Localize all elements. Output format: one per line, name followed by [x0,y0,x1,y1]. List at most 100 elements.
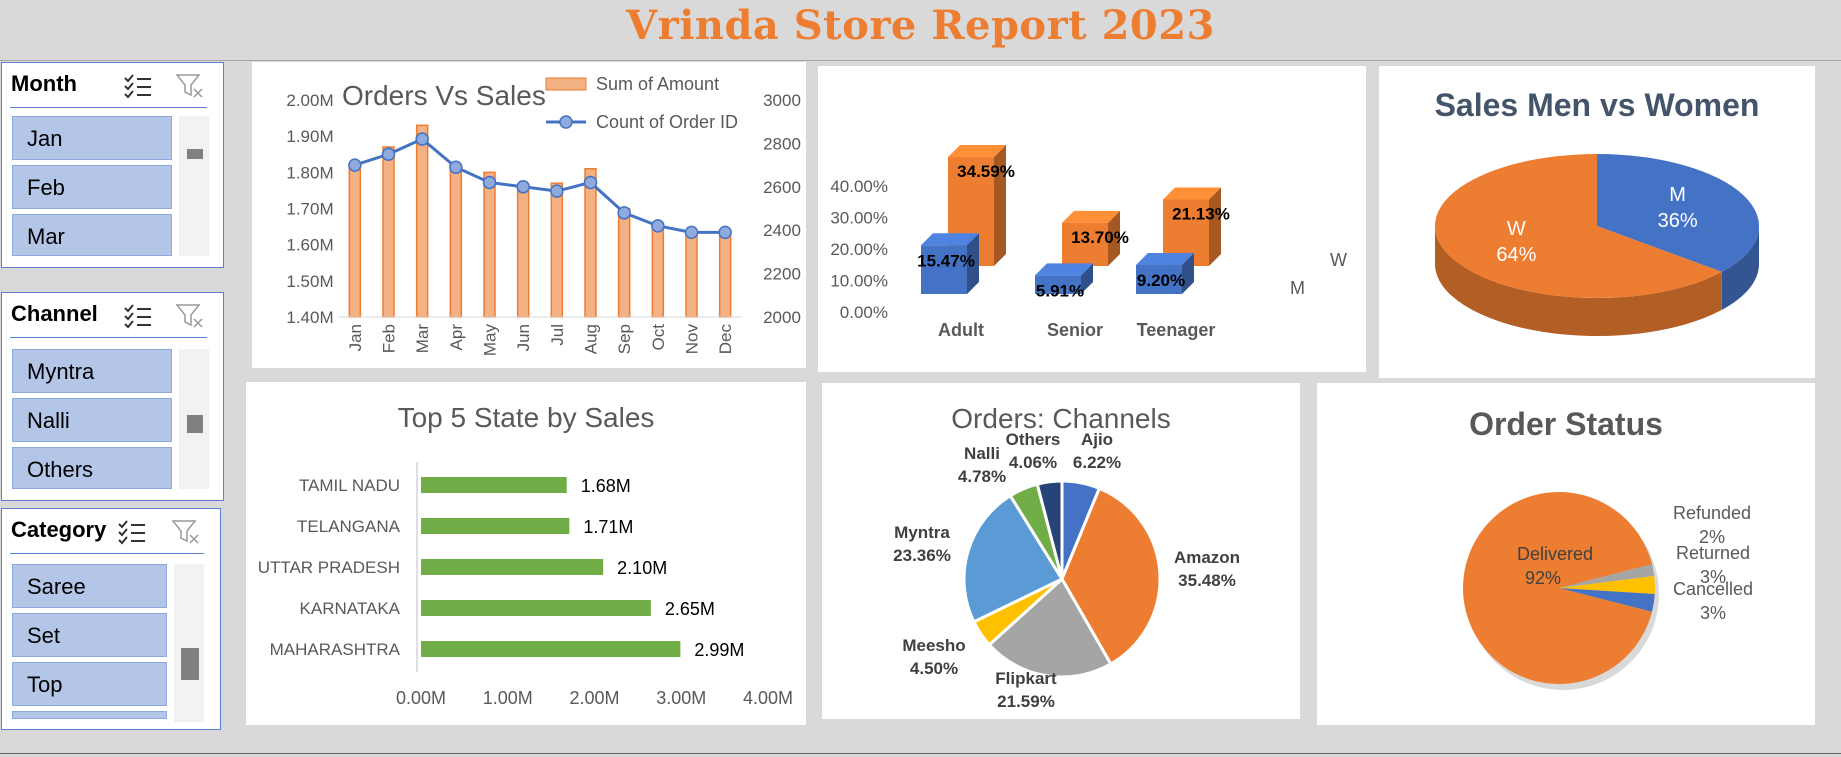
pie-side-w [1435,226,1722,336]
bar-sum-of-amount-feb [382,146,395,318]
point-count-of-order-id-jan [348,158,362,172]
x-axis-tick: 3.00M [656,688,706,708]
clear-filter-icon[interactable] [170,517,202,547]
slicer-item-set[interactable]: Set [12,613,167,657]
x-axis-tick: Aug [582,324,601,354]
slicer-divider [10,337,207,338]
bar-w-teenager-top [1163,187,1221,200]
legend-label-orders: Count of Order ID [596,112,738,132]
x-axis-tick: 1.00M [483,688,533,708]
y-axis-tick: 40.00% [830,177,888,196]
bar-karnataka [421,600,651,616]
slicer-item-others[interactable]: Others [12,447,172,489]
pie-slice-w [1435,154,1722,298]
bar-m-teenager [1136,253,1194,294]
top5-state-chart: Top 5 State by Sales TAMIL NADU 1.68M TELA… [258,402,793,708]
clear-filter-icon[interactable] [174,301,206,331]
orders-vs-sales-panel: Orders Vs Sales Sum of Amount Count of O… [252,62,806,368]
chart-title: Top 5 State by Sales [398,402,655,433]
bar-m-adult [921,233,979,294]
x-axis-tick: Jul [548,324,567,346]
bar-w-adult-side [994,145,1006,266]
series-label-w: W [1330,250,1347,270]
slicer-item-saree[interactable]: Saree [12,564,167,608]
chart-title: Sales Men vs Women [1435,87,1760,123]
bar-m-senior-front [1035,275,1081,294]
bottom-divider [0,753,1841,754]
slicer-item-jan[interactable]: Jan [12,116,172,160]
pie-label-name-amazon: Amazon [1174,548,1240,567]
slicer-scrollbar[interactable] [174,564,204,722]
bar-w-senior [1062,210,1120,266]
month-slicer[interactable]: Month Jan Feb Mar [1,62,224,268]
legend-label-amount: Sum of Amount [596,74,719,94]
bar-m-senior-side [1081,263,1093,294]
y-axis-tick: 20.00% [830,240,888,259]
pie-slice-delivered [1463,492,1652,684]
pie-label-name-returned: Returned [1676,543,1750,563]
x-axis-tick: Sep [615,324,634,354]
bar-w-teenager-side [1209,187,1221,266]
series-label-m: M [1290,278,1305,298]
right-axis-tick: 2800 [763,134,801,153]
data-label-m-adult: 15.47% [917,251,975,270]
left-axis-tick: 1.40M [286,308,333,327]
scroll-thumb[interactable] [181,648,199,680]
pie-label-value-nalli: 4.78% [958,467,1006,486]
multi-select-icon[interactable] [122,301,154,331]
x-axis-tick: Apr [447,324,466,351]
bar-m-teenager-top [1136,253,1194,266]
channel-slicer[interactable]: Channel Myntra Nalli Others [1,292,224,501]
x-axis-tick: May [481,324,500,357]
category-slicer[interactable]: Category Saree Set Top [1,508,221,730]
multi-select-icon[interactable] [116,517,148,547]
pie-label-value-returned: 3% [1700,567,1726,587]
point-count-of-order-id-oct [651,219,665,233]
category-label-karnataka: KARNATAKA [300,599,401,618]
orders-channels-panel: Orders: Channels Ajio 6.22% Amazon 35.48% Fl… [822,383,1300,719]
x-axis-tick: Mar [413,324,432,354]
data-label-w-teenager: 21.13% [1172,204,1230,223]
pie-label-value-delivered: 92% [1525,568,1561,588]
slicer-scrollbar[interactable] [179,349,209,489]
slicer-item-mar[interactable]: Mar [12,214,172,256]
slicer-title: Category [11,517,107,542]
order-status-panel: Order Status Delivered 92% Refunded 2% Retur… [1317,383,1815,725]
title-divider [0,60,1841,61]
report-title: Vrinda Store Report 2023 [626,2,1215,49]
pie-label-name-flipkart: Flipkart [995,669,1057,688]
scroll-thumb[interactable] [187,415,203,433]
sales-men-women-panel: Sales Men vs Women M 36% W 64% [1379,66,1815,378]
clear-filter-icon[interactable] [174,71,206,101]
slicer-scrollbar[interactable] [179,116,209,256]
orders-channels-chart: Orders: Channels Ajio 6.22% Amazon 35.48% Fl… [893,403,1240,711]
bar-m-adult-side [967,233,979,294]
slicer-item-myntra[interactable]: Myntra [12,349,172,393]
pie-slice-others [1035,479,1064,580]
bar-m-teenager-front [1136,265,1182,294]
left-axis-tick: 1.60M [286,236,333,255]
slicer-item-nalli[interactable]: Nalli [12,398,172,442]
orders-vs-sales-chart: Orders Vs Sales Sum of Amount Count of O… [286,74,801,357]
bar-sum-of-amount-jul [550,182,564,318]
slicer-item-partial [12,711,167,719]
slicer-divider [10,553,204,554]
bar-sum-of-amount-mar [415,124,429,318]
x-axis-tick: 0.00M [396,688,446,708]
pie-label-name-w: W [1507,218,1526,240]
pie-label-value-others: 4.06% [1009,453,1057,472]
scroll-thumb[interactable] [187,149,203,159]
point-count-of-order-id-jul [550,184,564,198]
pie-label-value-myntra: 23.36% [893,546,951,565]
slicer-item-feb[interactable]: Feb [12,165,172,209]
bar-w-senior-top [1062,210,1120,223]
left-axis-tick: 1.50M [286,272,333,291]
multi-select-icon[interactable] [122,71,154,101]
pie-slice-flipkart [987,576,1113,679]
slicer-item-top[interactable]: Top [12,662,167,706]
point-count-of-order-id-may [482,175,497,190]
chart-title: Orders: Channels [951,403,1170,434]
point-count-of-order-id-nov [684,225,699,240]
bar-m-senior-top [1035,263,1093,276]
legend-marker-orders [559,115,573,129]
